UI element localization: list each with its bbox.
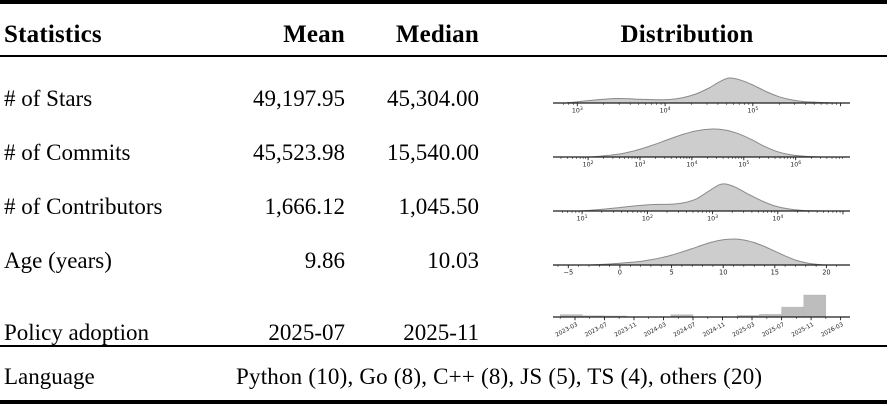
- svg-text:0: 0: [618, 269, 622, 277]
- language-value: Python (10), Go (8), C++ (8), JS (5), TS…: [236, 363, 763, 389]
- contributors-distribution-plot: 101 102 103 104: [553, 183, 850, 223]
- mean-value: 9.86: [304, 247, 345, 273]
- header-rule: [0, 55, 887, 57]
- pre-language-rule: [0, 345, 887, 347]
- svg-text:2024-03: 2024-03: [643, 322, 667, 339]
- table-header-row: Statistics Mean Median Distribution: [0, 4, 889, 55]
- svg-text:104: 104: [686, 160, 697, 168]
- svg-text:2025-03: 2025-03: [732, 322, 756, 339]
- svg-text:2023-11: 2023-11: [614, 322, 638, 339]
- col-header-median: Median: [395, 20, 479, 48]
- svg-text:104: 104: [660, 106, 671, 114]
- mean-value: 49,197.95: [253, 85, 345, 111]
- median-value: 1,045.50: [398, 193, 480, 219]
- row-label: Policy adoption: [4, 319, 150, 345]
- row-label: # of Contributors: [4, 193, 163, 219]
- median-value: 10.03: [427, 247, 479, 273]
- row-label: Age (years): [4, 247, 112, 273]
- svg-text:2026-03: 2026-03: [820, 322, 844, 339]
- col-header-distribution: Distribution: [620, 20, 754, 48]
- svg-text:2025-07: 2025-07: [761, 322, 785, 339]
- table-row-policy-adoption: Policy adoption 2025-07 2025-11 2023-03 2…: [0, 273, 889, 345]
- row-label: # of Commits: [4, 139, 131, 165]
- median-value: 2025-11: [403, 319, 479, 345]
- svg-text:102: 102: [583, 160, 594, 168]
- bottom-rule: [0, 400, 887, 404]
- svg-text:2023-07: 2023-07: [584, 322, 608, 339]
- svg-text:103: 103: [707, 214, 718, 222]
- svg-text:103: 103: [635, 160, 646, 168]
- svg-text:10: 10: [719, 269, 727, 277]
- svg-text:102: 102: [642, 214, 653, 222]
- mean-value: 2025-07: [268, 319, 345, 345]
- svg-text:−5: −5: [563, 269, 573, 277]
- svg-text:15: 15: [771, 269, 779, 277]
- top-rule: [0, 0, 887, 4]
- svg-text:105: 105: [738, 160, 749, 168]
- svg-text:105: 105: [747, 106, 758, 114]
- row-label: # of Stars: [4, 85, 93, 111]
- svg-text:2025-11: 2025-11: [791, 322, 815, 339]
- median-value: 45,304.00: [387, 85, 479, 111]
- commits-distribution-plot: 102 103 104 105 106: [553, 128, 850, 169]
- stars-distribution-plot: 103 104 105: [553, 77, 850, 115]
- svg-text:104: 104: [772, 214, 783, 222]
- mean-value: 1,666.12: [264, 193, 346, 219]
- median-value: 15,540.00: [387, 139, 479, 165]
- table-row-language: Language Python (10), Go (8), C++ (8), J…: [0, 348, 889, 398]
- svg-text:5: 5: [669, 269, 673, 277]
- policy-adoption-histogram: 2023-03 2023-07 2023-11 2024-03 2024-07 2024-…: [553, 294, 850, 339]
- svg-text:101: 101: [577, 214, 588, 222]
- table-row-commits: # of Commits 45,523.98 15,540.00 102 103 1…: [0, 111, 889, 169]
- mean-value: 45,523.98: [253, 139, 345, 165]
- svg-text:20: 20: [822, 269, 830, 277]
- row-label: Language: [4, 363, 95, 389]
- svg-text:103: 103: [572, 106, 583, 114]
- table-row-age: Age (years) 9.86 10.03 −5 0 5 10 15 20: [0, 219, 889, 277]
- svg-text:2023-03: 2023-03: [555, 322, 579, 339]
- svg-text:106: 106: [790, 160, 801, 168]
- svg-text:2024-11: 2024-11: [702, 322, 726, 339]
- col-header-statistics: Statistics: [4, 20, 102, 48]
- age-distribution-plot: −5 0 5 10 15 20: [553, 238, 850, 277]
- table-row-stars: # of Stars 49,197.95 45,304.00 103 104 105: [0, 57, 889, 115]
- svg-text:2024-07: 2024-07: [673, 322, 697, 339]
- col-header-mean: Mean: [283, 20, 345, 48]
- table-row-contributors: # of Contributors 1,666.12 1,045.50 101 1…: [0, 165, 889, 223]
